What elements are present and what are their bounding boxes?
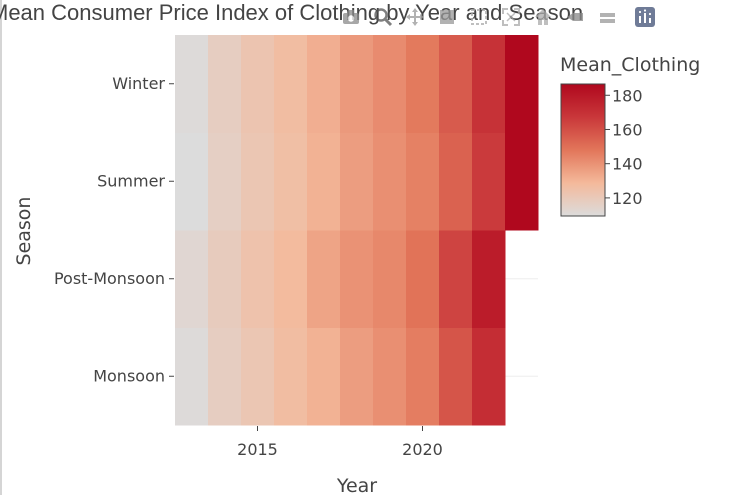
heatmap-cell-post-monsoon-2017[interactable] bbox=[307, 230, 341, 328]
y-tick-label: Post-Monsoon bbox=[54, 269, 165, 288]
heatmap-cell-monsoon-2017[interactable] bbox=[307, 327, 341, 426]
autoscale-icon[interactable] bbox=[498, 4, 524, 30]
heatmap-cell-post-monsoon-2022[interactable] bbox=[472, 230, 506, 328]
heatmap-cell-summer-2016[interactable] bbox=[274, 132, 308, 231]
heatmap-cell-winter-2019[interactable] bbox=[373, 35, 407, 133]
colorbar-title: Mean_Clothing bbox=[560, 54, 700, 76]
heatmap-cell-summer-2018[interactable] bbox=[340, 132, 374, 231]
heatmap-cell-monsoon-2014[interactable] bbox=[208, 327, 242, 426]
heatmap-cell-winter-2013[interactable] bbox=[175, 35, 209, 133]
heatmap-cell-summer-2021[interactable] bbox=[439, 132, 473, 231]
heatmap-cell-monsoon-2018[interactable] bbox=[340, 327, 374, 426]
heatmap-cell-winter-2020[interactable] bbox=[406, 35, 440, 133]
heatmap-cell-post-monsoon-2020[interactable] bbox=[406, 230, 440, 328]
colorbar-tick-label: 140 bbox=[612, 155, 643, 174]
heatmap-cell-summer-2020[interactable] bbox=[406, 132, 440, 231]
colorbar-tick-label: 180 bbox=[612, 86, 643, 105]
camera-icon[interactable] bbox=[338, 4, 364, 30]
heatmap-cell-winter-2015[interactable] bbox=[241, 35, 275, 133]
heatmap-cell-winter-2017[interactable] bbox=[307, 35, 341, 133]
pan-icon[interactable] bbox=[402, 4, 428, 30]
heatmap-cell-post-monsoon-2016[interactable] bbox=[274, 230, 308, 328]
heatmap-cell-post-monsoon-2021[interactable] bbox=[439, 230, 473, 328]
heatmap-cell-monsoon-2019[interactable] bbox=[373, 327, 407, 426]
colorbar-bar bbox=[560, 83, 606, 217]
box-select-icon[interactable] bbox=[434, 4, 460, 30]
y-axis: Monsoon Post-Monsoon Summer Winter bbox=[54, 74, 174, 385]
heatmap-cell-summer-2015[interactable] bbox=[241, 132, 275, 231]
heatmap-cell-monsoon-2015[interactable] bbox=[241, 327, 275, 426]
x-tick-label: 2015 bbox=[237, 440, 278, 459]
heatmap-cell-winter-2014[interactable] bbox=[208, 35, 242, 133]
heatmap-cell-post-monsoon-2014[interactable] bbox=[208, 230, 242, 328]
heatmap-cell-summer-2013[interactable] bbox=[175, 132, 209, 231]
heatmap-cell-monsoon-2020[interactable] bbox=[406, 327, 440, 426]
colorbar: Mean_Clothing 120 140 160 180 bbox=[560, 54, 700, 217]
heatmap-cell-winter-2018[interactable] bbox=[340, 35, 374, 133]
heatmap-cell-monsoon-2016[interactable] bbox=[274, 327, 308, 426]
spike-icon[interactable] bbox=[562, 4, 588, 30]
plot-modebar bbox=[338, 4, 658, 30]
heatmap-cell-monsoon-2013[interactable] bbox=[175, 327, 209, 426]
heatmap-cell-post-monsoon-2013[interactable] bbox=[175, 230, 209, 328]
compare-icon[interactable] bbox=[594, 4, 620, 30]
heatmap-cells bbox=[175, 35, 539, 426]
heatmap-cell-summer-2014[interactable] bbox=[208, 132, 242, 231]
heatmap-cell-winter-2022[interactable] bbox=[472, 35, 506, 133]
heatmap-cell-summer-2023[interactable] bbox=[505, 132, 539, 231]
colorbar-tick-label: 160 bbox=[612, 120, 643, 139]
zoom-icon[interactable] bbox=[370, 4, 396, 30]
colorbar-tick-label: 120 bbox=[612, 189, 643, 208]
heatmap-cell-post-monsoon-2018[interactable] bbox=[340, 230, 374, 328]
y-tick-label: Winter bbox=[112, 74, 165, 93]
heatmap-cell-summer-2017[interactable] bbox=[307, 132, 341, 231]
x-tick-label: 2020 bbox=[402, 440, 443, 459]
heatmap-cell-winter-2023[interactable] bbox=[505, 35, 539, 133]
home-icon[interactable] bbox=[530, 4, 556, 30]
heatmap-cell-winter-2016[interactable] bbox=[274, 35, 308, 133]
plotly-logo-icon[interactable] bbox=[632, 4, 658, 30]
x-axis: 2015 2020 bbox=[237, 426, 443, 459]
heatmap-cell-post-monsoon-2015[interactable] bbox=[241, 230, 275, 328]
heatmap-cell-monsoon-2022[interactable] bbox=[472, 327, 506, 426]
page-left-border bbox=[0, 0, 2, 495]
x-axis-title: Year bbox=[336, 475, 377, 495]
heatmap-cell-post-monsoon-2019[interactable] bbox=[373, 230, 407, 328]
y-axis-title: Season bbox=[13, 197, 35, 266]
heatmap-cell-winter-2021[interactable] bbox=[439, 35, 473, 133]
heatmap-cell-summer-2019[interactable] bbox=[373, 132, 407, 231]
y-tick-label: Monsoon bbox=[93, 366, 165, 385]
lasso-icon[interactable] bbox=[466, 4, 492, 30]
heatmap-cell-summer-2022[interactable] bbox=[472, 132, 506, 231]
heatmap-cell-monsoon-2021[interactable] bbox=[439, 327, 473, 426]
y-tick-label: Summer bbox=[97, 171, 165, 190]
colorbar-ticks: 120 140 160 180 bbox=[605, 86, 643, 208]
